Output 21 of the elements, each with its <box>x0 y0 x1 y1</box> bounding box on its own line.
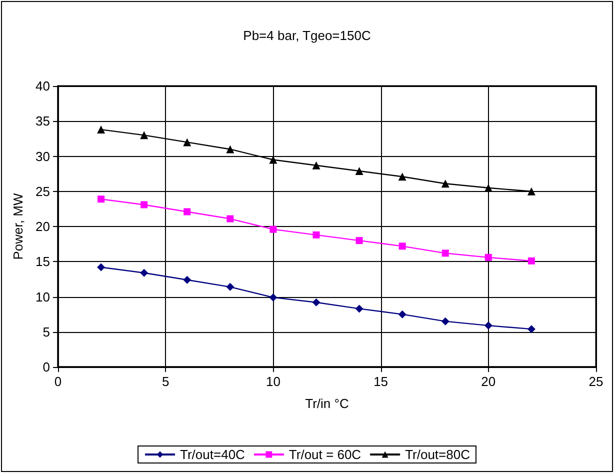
y-tick-label: 35 <box>36 114 50 129</box>
x-axis-title: Tr/in °C <box>305 396 349 411</box>
y-tick-label: 25 <box>36 184 50 199</box>
x-tick-label: 15 <box>374 374 388 389</box>
y-tick-label: 40 <box>36 78 50 94</box>
x-tick-label: 20 <box>481 374 496 389</box>
y-tick-label: 10 <box>36 289 50 304</box>
chart-title: Pb=4 bar, Tgeo=150C <box>243 28 371 43</box>
x-tick-label: 5 <box>162 374 170 389</box>
legend-label: Tr/out = 60C <box>288 447 362 462</box>
x-tick-label: 10 <box>266 374 280 389</box>
y-tick-label: 20 <box>36 219 50 234</box>
y-tick-label: 0 <box>42 360 50 374</box>
x-tick-label: 0 <box>54 374 62 389</box>
legend-label: Tr/out=80C <box>405 447 470 462</box>
y-tick-label: 15 <box>36 254 50 270</box>
y-tick-label: 30 <box>36 148 50 164</box>
y-tick-label: 5 <box>42 324 50 340</box>
y-axis-title: Power, MW <box>10 192 26 260</box>
legend-label: Tr/out=40C <box>180 447 245 462</box>
x-tick-label: 25 <box>588 374 604 389</box>
